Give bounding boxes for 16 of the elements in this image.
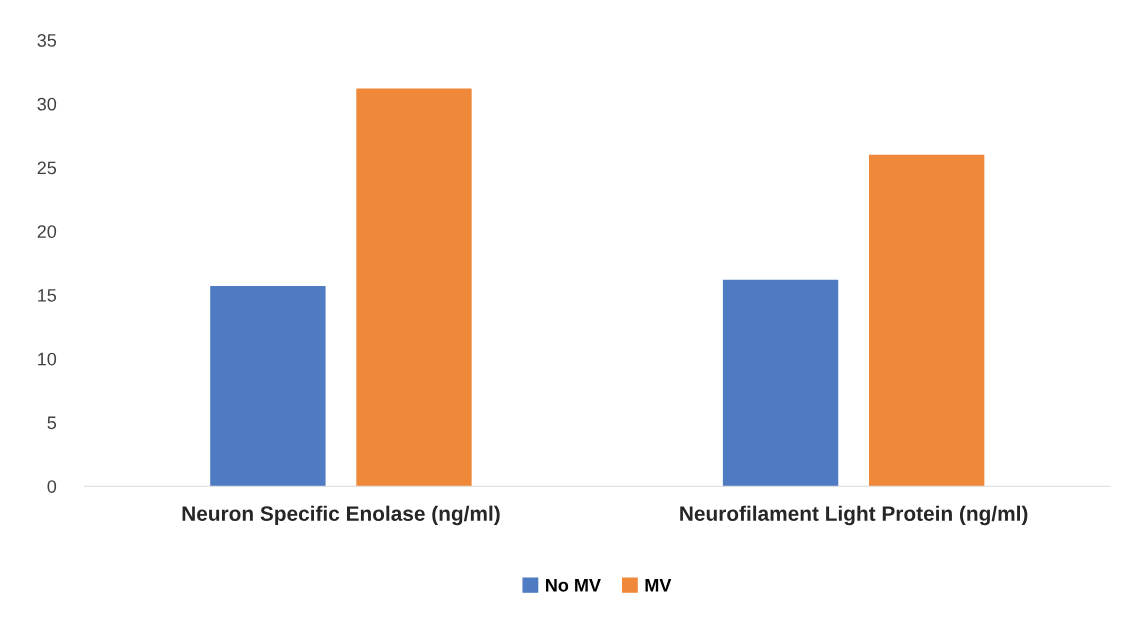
y-tick-label: 10 [38, 352, 57, 366]
y-tick-label: 15 [38, 289, 57, 302]
y-tick-label: 0 [47, 480, 57, 493]
y-tick-label: 35 [37, 34, 57, 47]
bar [210, 286, 326, 487]
x-tick-label: Neuron Specific Enolase (ng/ml) [182, 505, 500, 526]
y-tick-label: 20 [37, 225, 57, 239]
legend-label: No MV [546, 579, 601, 592]
y-tick-label: 5 [47, 416, 57, 430]
bar [722, 279, 839, 487]
bar [356, 88, 472, 487]
x-tick-label: Neurofilament Light Protein (ng/ml) [680, 505, 1028, 526]
y-tick-label: 25 [37, 161, 57, 175]
bar [868, 154, 985, 487]
y-tick-label: 30 [37, 97, 57, 111]
legend-label: MV [645, 579, 672, 592]
